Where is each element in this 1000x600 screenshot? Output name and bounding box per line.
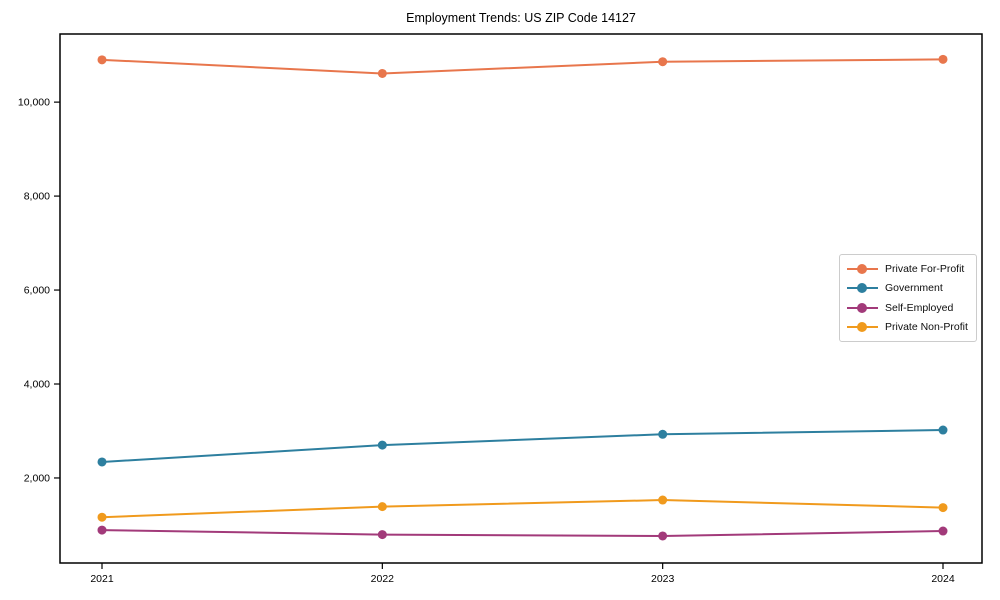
legend-line-marker-icon (847, 263, 878, 274)
legend-line-marker-icon (847, 322, 878, 333)
data-point-private-non-profit (938, 503, 948, 513)
plot-border (59, 33, 983, 564)
data-point-government (658, 429, 668, 439)
data-point-private-for-profit (938, 54, 948, 64)
data-point-self-employed (97, 525, 107, 535)
data-point-government (938, 425, 948, 435)
legend: Private For-Profit Government Self-Employe… (839, 254, 977, 342)
data-point-private-for-profit (97, 55, 107, 65)
y-tick-label: 10,000 (18, 97, 50, 109)
data-point-private-non-profit (97, 512, 107, 522)
data-point-self-employed (658, 531, 668, 541)
x-tick-label: 2024 (931, 573, 955, 585)
y-tick-label: 8,000 (24, 191, 50, 203)
legend-label: Self-Employed (885, 301, 954, 314)
data-point-government (97, 457, 107, 467)
data-point-private-non-profit (658, 495, 668, 505)
legend-item-private-for-profit: Private For-Profit (847, 259, 969, 278)
x-tick-label: 2022 (371, 573, 395, 585)
legend-item-private-non-profit: Private Non-Profit (847, 318, 969, 337)
legend-item-government: Government (847, 279, 969, 298)
y-tick-label: 6,000 (24, 285, 50, 297)
legend-label: Private For-Profit (885, 262, 965, 275)
legend-item-self-employed: Self-Employed (847, 298, 969, 317)
series-line-private-non-profit (101, 499, 944, 519)
data-point-private-non-profit (377, 502, 387, 512)
legend-label: Government (885, 282, 943, 295)
series-line-self-employed (101, 529, 944, 537)
chart-title: Employment Trends: US ZIP Code 14127 (406, 11, 636, 25)
legend-line-marker-icon (847, 283, 878, 294)
series-line-private-for-profit (101, 58, 944, 75)
y-tick-label: 4,000 (24, 379, 50, 391)
data-point-government (377, 440, 387, 450)
x-tick-label: 2021 (90, 573, 114, 585)
series-line-government (101, 429, 944, 463)
data-point-self-employed (938, 526, 948, 536)
y-tick-label: 2,000 (24, 472, 50, 484)
x-tick-label: 2023 (651, 573, 675, 585)
data-point-private-for-profit (658, 57, 668, 67)
data-point-self-employed (377, 530, 387, 540)
legend-label: Private Non-Profit (885, 321, 968, 334)
legend-line-marker-icon (847, 302, 878, 313)
data-point-private-for-profit (377, 68, 387, 78)
